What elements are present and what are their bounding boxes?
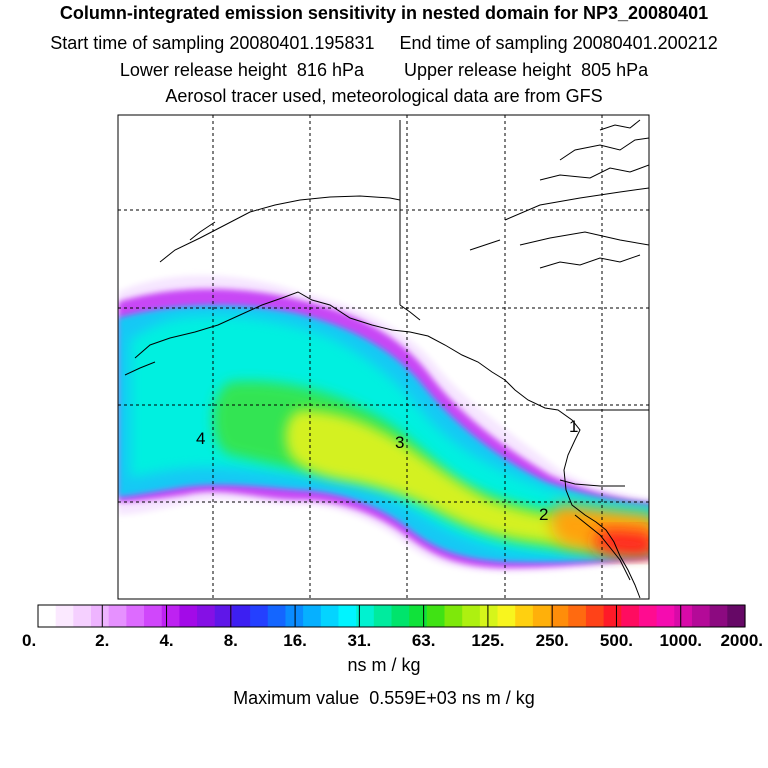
colorbar-swatch [55,605,74,627]
colorbar-tick-label: 250. [536,631,569,650]
cluster-label-2: 2 [539,505,548,524]
colorbar-swatch [179,605,198,627]
colorbar-swatch [161,605,180,627]
colorbar-swatch [285,605,304,627]
colorbar-swatch [621,605,640,627]
chart-title: Column-integrated emission sensitivity i… [59,3,709,23]
start-time-label: Start time of sampling 20080401.195831 [50,33,375,53]
colorbar-swatch [320,605,340,627]
colorbar-tick-label: 2000. [720,631,763,650]
colorbar-swatch [126,605,145,627]
colorbar-swatch [232,605,251,627]
colorbar-swatch [709,605,728,627]
colorbar-tick-label: 16. [283,631,307,650]
colorbar-swatch [462,605,481,627]
colorbar-swatch [373,605,393,627]
colorbar-swatch [197,605,216,627]
colorbar [37,604,746,628]
colorbar-swatch [674,605,693,627]
colorbar-swatch [568,605,587,627]
colorbar-swatch [38,605,57,627]
colorbar-tick-label: 0. [22,631,36,650]
colorbar-tick-label: 31. [348,631,372,650]
colorbar-unit: ns m / kg [347,655,421,675]
colorbar-swatch [391,605,410,627]
colorbar-swatch [585,605,605,627]
colorbar-swatch [691,605,711,627]
tracer-note: Aerosol tracer used, meteorological data… [165,86,603,106]
colorbar-swatch [550,605,569,627]
colorbar-swatch [108,605,127,627]
colorbar-swatch [497,605,516,627]
colorbar-swatch [515,605,534,627]
colorbar-tick-label: 1000. [659,631,702,650]
plume-hotspot [595,530,649,557]
colorbar-swatch [338,605,357,627]
colorbar-swatch [144,605,163,627]
colorbar-outline [37,604,746,628]
colorbar-swatch [73,605,92,627]
end-time-label: End time of sampling 20080401.200212 [399,33,718,53]
maximum-value-label: Maximum value 0.559E+03 ns m / kg [233,688,535,708]
colorbar-swatch [656,605,675,627]
colorbar-swatch [603,605,622,627]
colorbar-ticks: 0. 2. 4. 8. 16. 31. 63. 125. 250. 500. 1000. 2000. [22,631,763,650]
colorbar-tick-label: 2. [95,631,109,650]
upper-release-label: Upper release height 805 hPa [404,60,649,80]
colorbar-swatch [638,605,658,627]
colorbar-swatch [479,605,499,627]
cluster-label-1: 1 [569,417,578,436]
release-height-line: Lower release height 816 hPa Upper relea… [0,60,768,81]
colorbar-swatch [532,605,552,627]
sampling-time-line: Start time of sampling 20080401.195831 E… [0,33,768,54]
colorbar-swatch [444,605,463,627]
colorbar-swatch [91,605,110,627]
colorbar-swatch [426,605,446,627]
colorbar-tick-label: 8. [224,631,238,650]
colorbar-swatch [356,605,375,627]
colorbar-tick-label: 4. [159,631,173,650]
colorbar-swatch [214,605,234,627]
colorbar-swatch [409,605,428,627]
colorbar-tick-label: 125. [471,631,504,650]
colorbar-swatch [250,605,269,627]
graticule [118,115,649,599]
cluster-label-3: 3 [395,433,404,452]
colorbar-tick-label: 500. [600,631,633,650]
map-frame [117,114,650,600]
plume-yellow [285,410,649,547]
colorbar-swatch [303,605,322,627]
colorbar-swatch [267,605,287,627]
colorbar-swatch [727,605,746,627]
lower-release-label: Lower release height 816 hPa [119,60,364,80]
colorbar-tick-label: 63. [412,631,436,650]
cluster-label-4: 4 [196,429,205,448]
